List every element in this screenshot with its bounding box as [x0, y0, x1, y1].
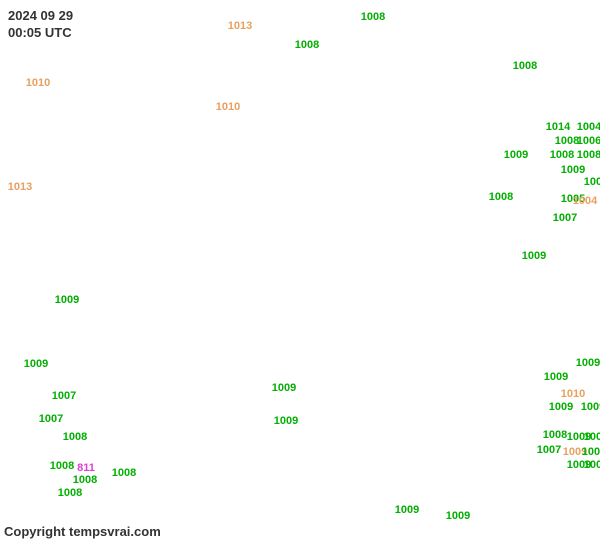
data-point: 1008	[489, 191, 513, 203]
data-point: 1009	[274, 415, 298, 427]
data-point: 1013	[8, 181, 32, 193]
data-point: 1009	[446, 510, 470, 522]
data-point: 1004	[577, 121, 600, 133]
data-point: 1009	[576, 357, 600, 369]
data-point: 1009	[24, 358, 48, 370]
date-text: 2024 09 29	[8, 8, 73, 25]
data-point: 1008	[361, 11, 385, 23]
data-point: 811	[77, 462, 95, 474]
data-point: 1009	[395, 504, 419, 516]
data-point: 1006	[577, 135, 600, 147]
copyright-footer: Copyright tempsvrai.com	[4, 524, 161, 539]
data-point: 1013	[228, 20, 252, 32]
data-point: 1007	[537, 444, 561, 456]
data-point: 1008	[543, 429, 567, 441]
data-point: 1009	[544, 371, 568, 383]
data-point: 1014	[546, 121, 570, 133]
data-point: 1007	[39, 413, 63, 425]
data-point: 1008	[73, 474, 97, 486]
data-point: 1009	[55, 294, 79, 306]
data-point: 1006	[584, 176, 600, 188]
data-point: 1009	[561, 164, 585, 176]
time-text: 00:05 UTC	[8, 25, 73, 42]
data-point: 1008	[577, 149, 600, 161]
data-point: 1004	[573, 195, 597, 207]
data-point: 1008	[112, 467, 136, 479]
data-point: 1008	[513, 60, 537, 72]
data-point: 1009	[581, 401, 600, 413]
timestamp-header: 2024 09 29 00:05 UTC	[8, 8, 73, 42]
data-point: 1009	[504, 149, 528, 161]
data-point: 1008	[555, 135, 579, 147]
data-point: 1010	[216, 101, 240, 113]
data-point: 1009	[272, 382, 296, 394]
data-point: 1010	[26, 77, 50, 89]
data-point: 1009	[522, 250, 546, 262]
data-point: 1008	[295, 39, 319, 51]
data-point: 1008	[582, 446, 600, 458]
data-point: 1008	[63, 431, 87, 443]
data-point: 1008	[50, 460, 74, 472]
data-point: 1007	[553, 212, 577, 224]
data-point: 1008	[58, 487, 82, 499]
data-point: 1007	[52, 390, 76, 402]
data-point: 1009	[584, 431, 600, 443]
data-point: 1010	[561, 388, 585, 400]
data-point: 1009	[549, 401, 573, 413]
data-point: 1008	[584, 459, 600, 471]
data-point: 1008	[550, 149, 574, 161]
